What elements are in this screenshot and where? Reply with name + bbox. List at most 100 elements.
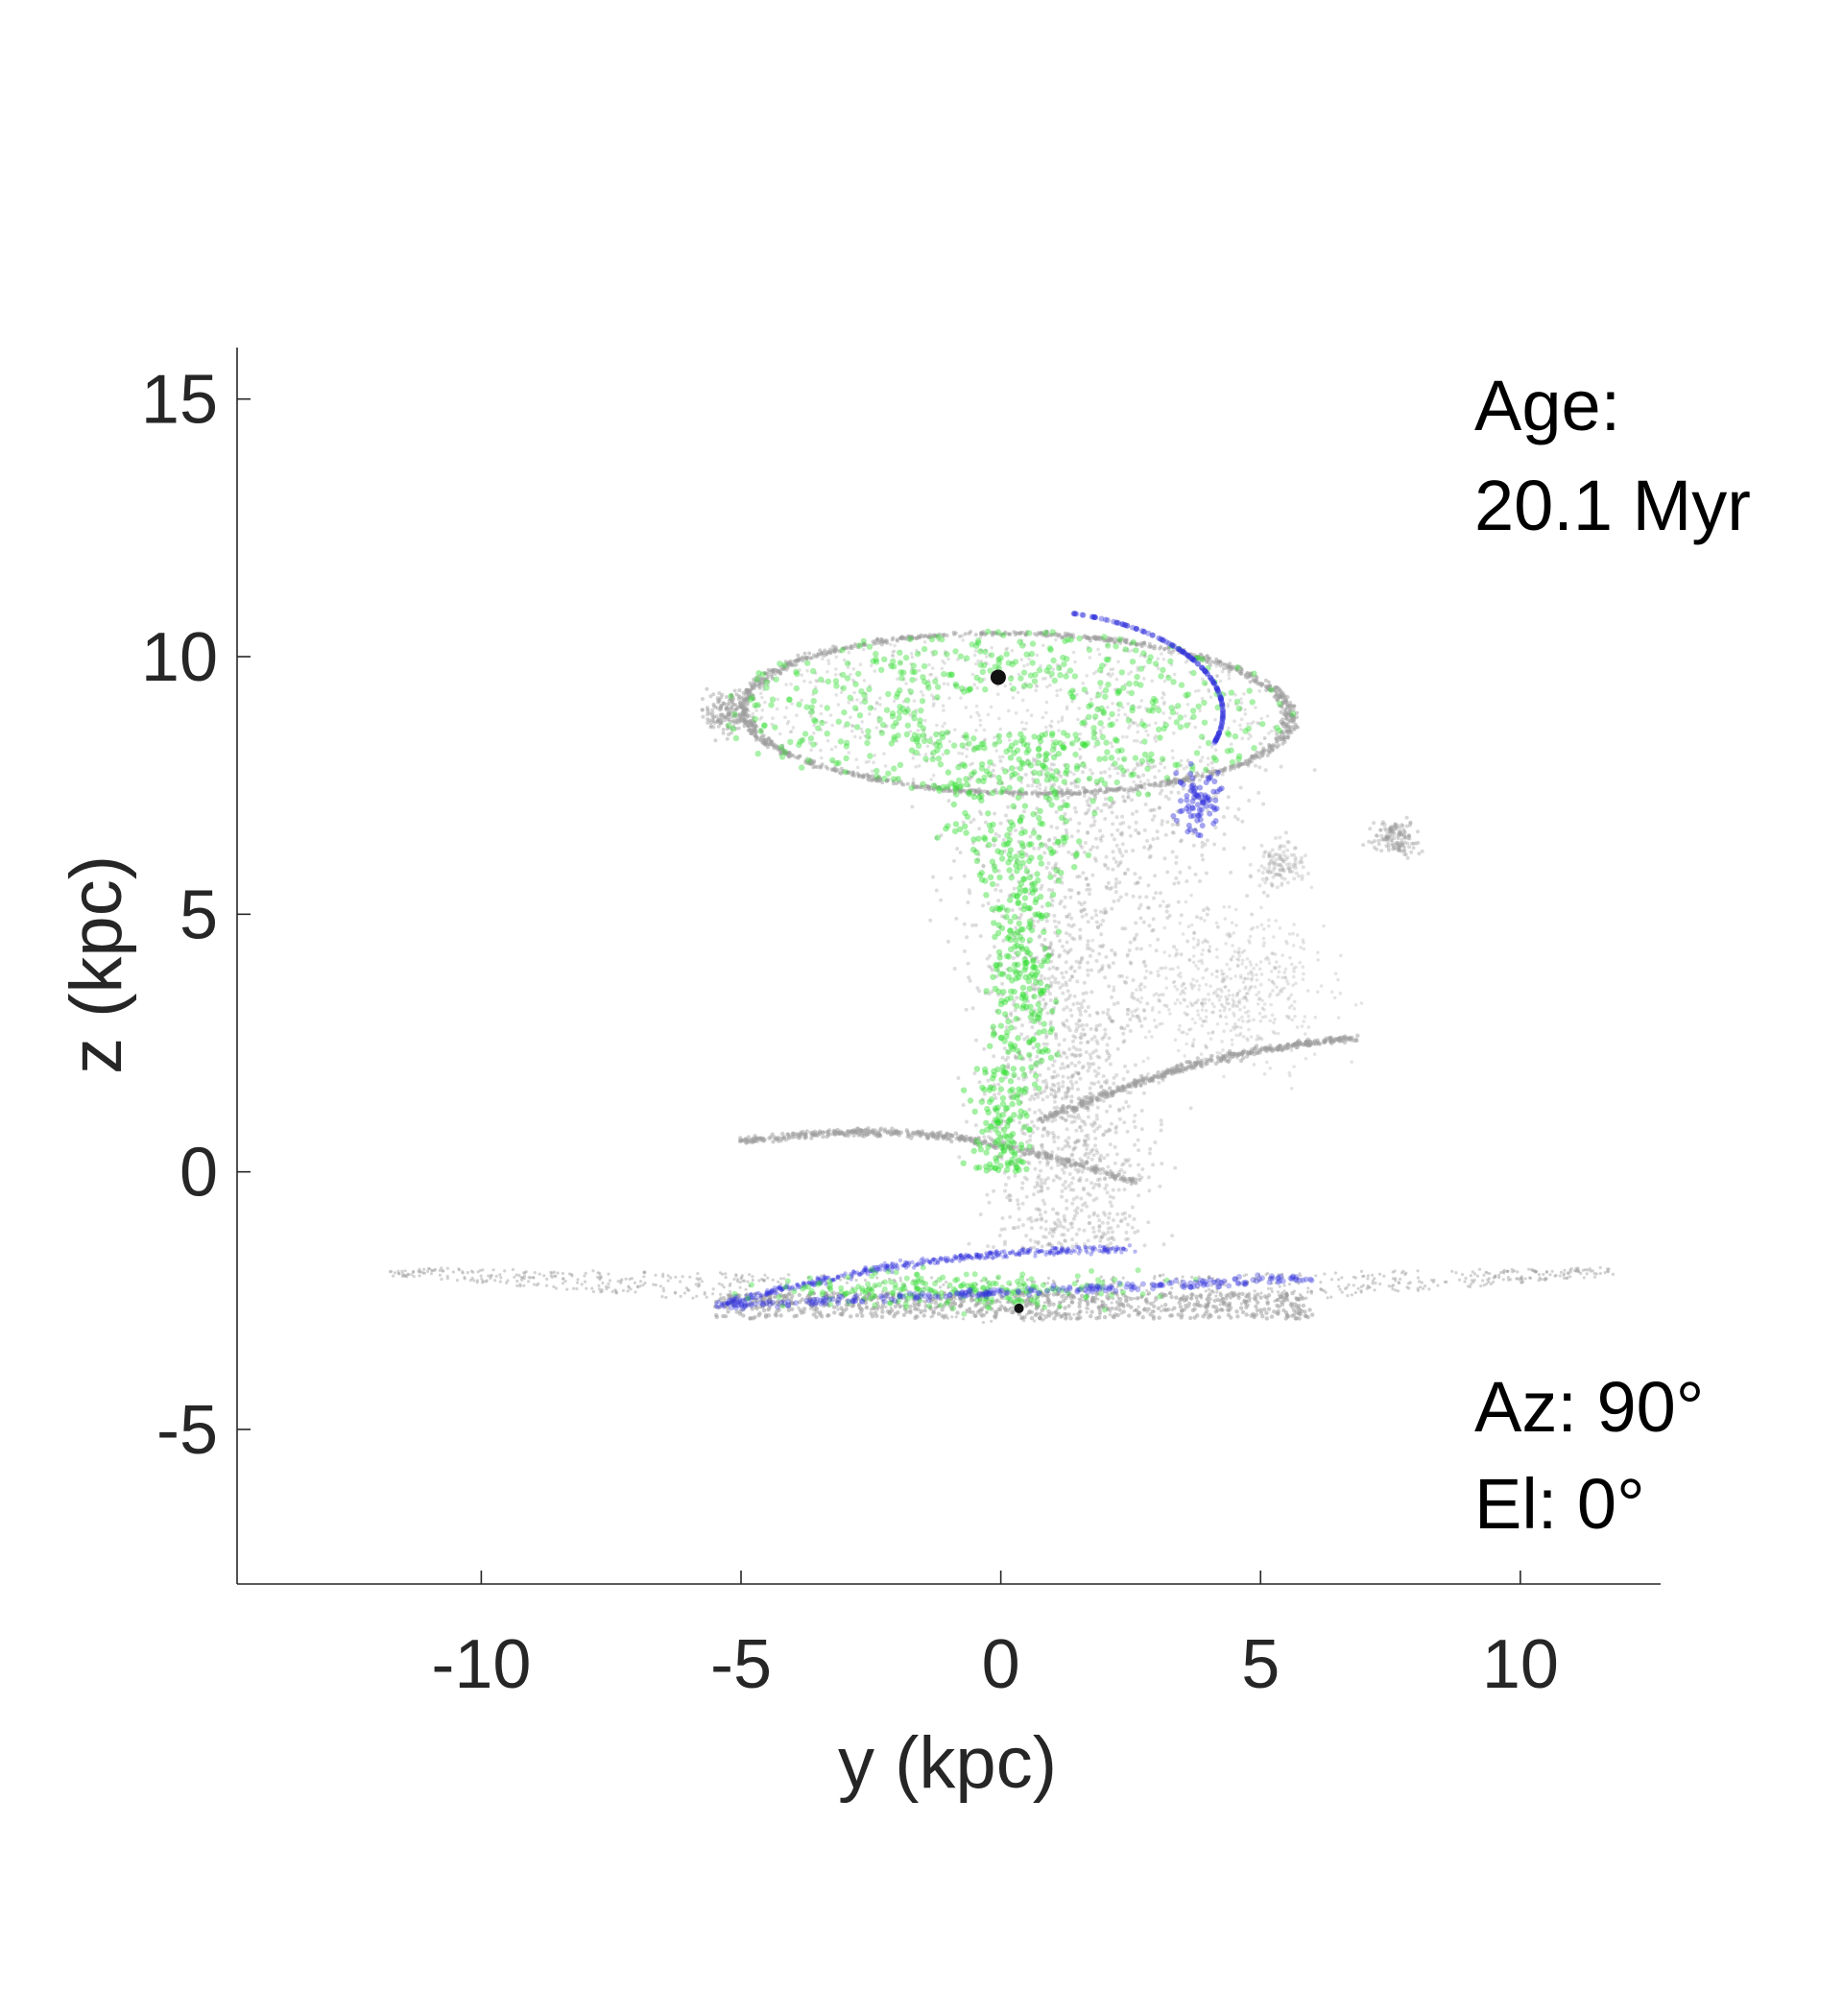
gray-particle [1110, 810, 1114, 815]
gray-particle [1166, 1307, 1171, 1312]
gray-particle [1064, 1180, 1067, 1184]
gray-particle [1149, 1301, 1154, 1307]
gray-particle [1179, 838, 1184, 843]
gray-particle [986, 1281, 990, 1284]
gray-particle [1200, 852, 1205, 857]
gray-particle [1115, 1284, 1119, 1288]
gray-particle [1060, 1294, 1065, 1299]
gray-particle [1077, 1053, 1082, 1058]
gray-particle [1523, 1277, 1527, 1281]
gray-particle [1319, 1281, 1323, 1284]
gray-particle [1400, 837, 1404, 842]
gray-particle [669, 1276, 673, 1280]
gray-particle [1152, 764, 1157, 769]
gray-particle [1086, 972, 1090, 977]
gray-particle [1052, 1140, 1057, 1144]
gray-particle [1090, 1147, 1095, 1152]
gray-particle [1240, 819, 1245, 824]
gray-particle [445, 1277, 449, 1281]
gray-particle [1130, 1010, 1134, 1014]
gray-particle [634, 1290, 637, 1294]
gray-particle [1215, 1290, 1219, 1294]
gray-particle [1056, 1224, 1060, 1229]
gray-particle [1264, 1273, 1268, 1277]
gray-particle [515, 1273, 518, 1277]
gray-particle [518, 1283, 522, 1286]
gray-particle [1403, 1272, 1407, 1277]
gray-particle [1176, 900, 1181, 904]
gray-particle [1248, 874, 1253, 878]
gray-particle [1177, 1282, 1181, 1285]
gray-particle [1082, 998, 1086, 1003]
gray-particle [741, 1313, 746, 1318]
gray-particle [826, 1286, 831, 1290]
gray-particle [1302, 972, 1305, 976]
gray-particle [712, 1305, 718, 1309]
gray-particle [1044, 1086, 1049, 1091]
gray-particle [635, 1284, 640, 1288]
gray-particle [1095, 1150, 1100, 1155]
gray-particle [1258, 1019, 1263, 1023]
gray-particle [688, 1275, 692, 1279]
gray-particle [1078, 1076, 1083, 1081]
gray-particle [1068, 895, 1073, 900]
gray-particle [1520, 1278, 1524, 1282]
gray-particle [1064, 1118, 1068, 1122]
gray-particle [1191, 937, 1196, 941]
gray-particle [1116, 1188, 1121, 1192]
gray-particle [1227, 1308, 1232, 1313]
gray-particle [1096, 924, 1100, 929]
gray-particle [1109, 1121, 1113, 1126]
gray-particle [1255, 1277, 1258, 1281]
gray-particle [1084, 1050, 1089, 1054]
gray-particle [1234, 1309, 1239, 1314]
gray-particle [1208, 945, 1212, 948]
gray-particle [1000, 1216, 1005, 1220]
gray-particle [1205, 838, 1209, 843]
gray-particle [1058, 985, 1063, 990]
gray-particle [1285, 855, 1290, 860]
gray-particle [1262, 1002, 1267, 1006]
gray-particle [1207, 1276, 1210, 1280]
gray-particle [995, 1298, 1000, 1303]
gray-particle [1065, 1075, 1070, 1080]
gray-particle [1535, 1269, 1539, 1274]
gray-particle [1077, 1060, 1082, 1065]
gray-particle [1337, 1284, 1341, 1288]
gray-particle [1017, 916, 1022, 921]
gray-particle [1138, 916, 1143, 921]
gray-particle [854, 1313, 860, 1318]
gray-particle [1078, 936, 1083, 941]
gray-particle [761, 1278, 766, 1282]
gray-particle [1249, 984, 1254, 989]
gray-particle [1492, 1276, 1496, 1280]
gray-particle [1366, 1284, 1370, 1288]
gray-particle [1160, 819, 1164, 824]
gray-particle [1046, 1312, 1051, 1317]
gray-particle [1103, 1212, 1108, 1217]
gray-particle [1127, 825, 1132, 829]
gray-particle [390, 1269, 394, 1273]
gray-particle [1309, 1289, 1314, 1293]
gray-particle [1292, 1007, 1297, 1011]
gray-particle [933, 1301, 938, 1306]
gray-particle [1298, 960, 1302, 965]
gray-particle [1235, 1277, 1239, 1281]
gray-particle [1122, 1039, 1127, 1044]
gray-particle [928, 918, 933, 923]
gray-particle [1302, 947, 1306, 951]
gray-particle [1142, 985, 1147, 989]
gray-particle [1454, 1271, 1458, 1275]
gray-particle [1060, 1167, 1065, 1172]
gray-particle [1287, 1283, 1292, 1286]
gray-particle [1339, 953, 1343, 958]
gray-particle [1039, 886, 1043, 891]
gray-particle [1079, 1128, 1084, 1133]
gray-particle [1586, 1268, 1590, 1272]
gray-particle [756, 1313, 761, 1318]
gray-particle [1017, 1206, 1021, 1211]
gray-particle [1482, 1284, 1486, 1287]
gray-particle [412, 1275, 416, 1279]
gray-particle [985, 1309, 989, 1314]
gray-particle [1145, 1300, 1150, 1305]
